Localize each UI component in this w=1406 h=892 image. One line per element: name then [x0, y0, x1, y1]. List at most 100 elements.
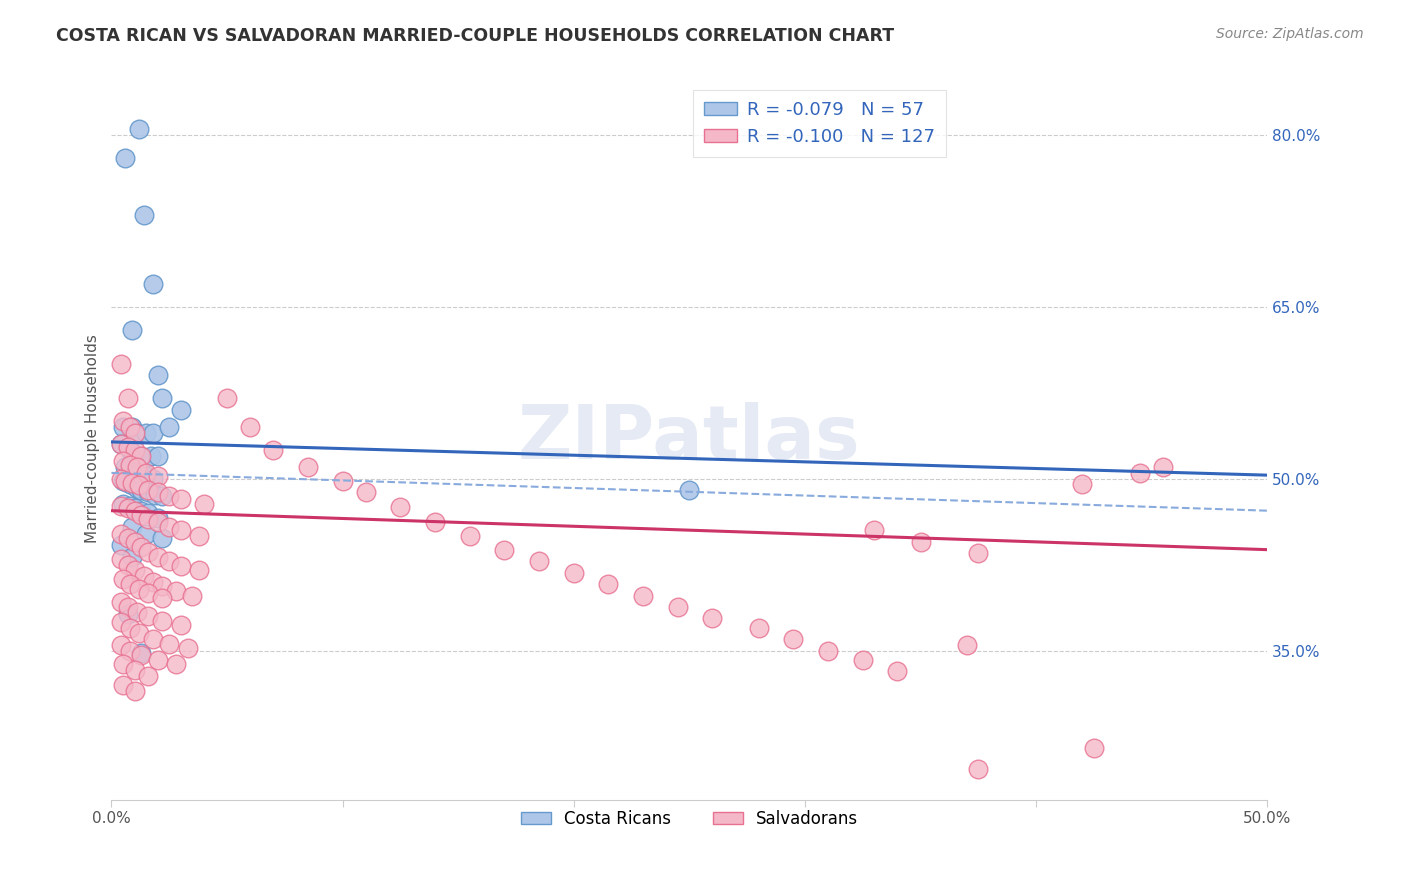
Point [157, 554, 180, 568]
Point [118, 458, 141, 472]
Point [215, 392, 238, 406]
Point [562, 566, 585, 580]
Point [110, 437, 132, 451]
Point [135, 526, 157, 541]
Point [125, 425, 148, 440]
Point [128, 466, 150, 480]
Point [114, 151, 136, 165]
Text: ZIPatlas: ZIPatlas [517, 402, 860, 475]
Point [239, 420, 262, 434]
Point [967, 546, 990, 560]
Point [146, 485, 169, 500]
Point [165, 657, 187, 672]
Point [138, 586, 160, 600]
Point [117, 501, 139, 516]
Point [124, 504, 146, 518]
Point [128, 582, 150, 596]
Point [110, 538, 132, 552]
Point [146, 549, 169, 564]
Point [135, 469, 157, 483]
Point [124, 534, 146, 549]
Point [150, 614, 173, 628]
Point [170, 523, 193, 537]
Point [117, 599, 139, 614]
Point [111, 497, 134, 511]
Point [782, 632, 804, 646]
Point [748, 621, 770, 635]
Point [131, 648, 153, 662]
Point [886, 664, 908, 678]
Point [110, 595, 132, 609]
Point [110, 472, 132, 486]
Point [135, 466, 157, 480]
Point [142, 574, 165, 589]
Point [118, 499, 141, 513]
Point [666, 599, 689, 614]
Point [124, 442, 146, 457]
Point [138, 483, 160, 497]
Point [852, 653, 875, 667]
Point [150, 591, 173, 605]
Point [967, 762, 990, 776]
Point [146, 449, 169, 463]
Point [1083, 741, 1105, 756]
Point [111, 420, 134, 434]
Point [631, 589, 654, 603]
Point [121, 476, 143, 491]
Point [138, 545, 160, 559]
Point [863, 523, 886, 537]
Point [124, 465, 146, 479]
Point [817, 643, 839, 657]
Point [678, 483, 700, 497]
Text: COSTA RICAN VS SALVADORAN MARRIED-COUPLE HOUSEHOLDS CORRELATION CHART: COSTA RICAN VS SALVADORAN MARRIED-COUPLE… [56, 27, 894, 45]
Point [170, 492, 193, 507]
Point [128, 626, 150, 640]
Point [170, 618, 193, 632]
Point [423, 515, 446, 529]
Point [131, 483, 153, 497]
Point [165, 583, 187, 598]
Point [458, 529, 481, 543]
Point [139, 449, 162, 463]
Point [110, 615, 132, 629]
Point [157, 489, 180, 503]
Point [125, 605, 148, 619]
Point [110, 638, 132, 652]
Point [143, 488, 166, 502]
Point [146, 515, 169, 529]
Point [157, 520, 180, 534]
Point [157, 420, 180, 434]
Point [124, 501, 146, 516]
Point [124, 425, 146, 440]
Point [150, 489, 173, 503]
Point [956, 638, 979, 652]
Point [150, 392, 173, 406]
Point [124, 563, 146, 577]
Point [170, 402, 193, 417]
Point [527, 554, 550, 568]
Point [117, 558, 139, 572]
Point [1071, 477, 1094, 491]
Point [142, 632, 165, 646]
Point [121, 323, 143, 337]
Point [157, 637, 180, 651]
Point [128, 122, 150, 136]
Point [494, 542, 516, 557]
Point [188, 563, 211, 577]
Point [111, 678, 134, 692]
Point [181, 589, 204, 603]
Point [124, 449, 146, 463]
Point [131, 449, 153, 463]
Point [110, 526, 132, 541]
Point [131, 504, 153, 518]
Point [1152, 460, 1174, 475]
Point [111, 657, 134, 672]
Point [125, 460, 148, 475]
Point [118, 442, 141, 457]
Point [170, 558, 193, 573]
Point [702, 611, 724, 625]
Point [110, 357, 132, 371]
Point [128, 449, 150, 463]
Point [138, 669, 160, 683]
Point [114, 460, 136, 475]
